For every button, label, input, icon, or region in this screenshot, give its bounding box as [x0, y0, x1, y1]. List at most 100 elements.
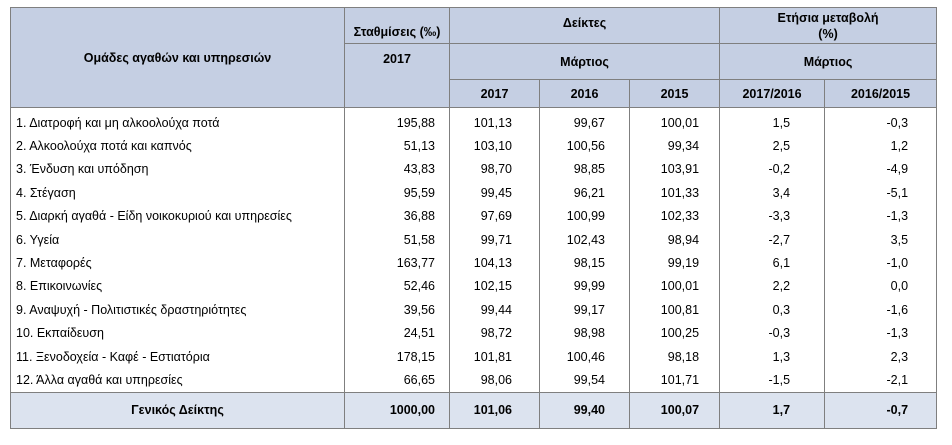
change-2016-2015-cell: -2,1	[824, 368, 938, 393]
index-2017-cell: 98,72	[449, 321, 540, 345]
change-2017-2016-cell: -1,5	[719, 368, 826, 393]
groups-header: Ομάδες αγαθών και υπηρεσιών	[10, 7, 345, 108]
index-2016-cell: 98,85	[539, 157, 630, 182]
table-row: 8. Επικοινωνίες 52,46 102,15 99,99 100,01 2,2…	[10, 274, 938, 299]
table-row: 7. Μεταφορές 163,77 104,13 98,15 99,19 6,1 -1,…	[10, 251, 938, 275]
index-2016-cell: 99,67	[539, 107, 630, 135]
index-2015-cell: 98,18	[628, 344, 721, 369]
change-2017-2016-cell: -2,7	[719, 227, 826, 252]
change-2017-2016-cell: -0,3	[719, 321, 826, 345]
table-row: 4. Στέγαση 95,59 99,45 96,21 101,33 3,4 -5,1	[10, 181, 938, 205]
weight-cell: 163,77	[344, 251, 450, 275]
index-2017-cell: 101,13	[449, 107, 540, 135]
total-index-2016-cell: 99,40	[539, 391, 630, 429]
indices-header: Δείκτες	[448, 7, 721, 44]
table-row: 9. Αναψυχή - Πολιτιστικές δραστηριότητες…	[10, 298, 938, 322]
index-2016-cell: 98,98	[539, 321, 630, 345]
col-header-2016: 2016	[539, 79, 630, 108]
weight-cell: 24,51	[344, 321, 450, 345]
change-2017-2016-cell: -0,2	[719, 157, 826, 182]
change-2016-2015-cell: -4,9	[824, 157, 938, 182]
change-2016-2015-cell: 2,3	[824, 344, 938, 369]
index-2015-cell: 98,94	[628, 227, 721, 252]
index-2016-cell: 100,46	[539, 344, 630, 369]
change-2016-2015-cell: -1,6	[824, 298, 938, 322]
group-name: 5. Διαρκή αγαθά - Είδη νοικοκυριού και υ…	[10, 204, 345, 228]
annual-change-label: Ετήσια μεταβολή (%)	[777, 11, 879, 41]
table-row: 2. Αλκοολούχα ποτά και καπνός 51,13 103,10…	[10, 134, 938, 158]
change-2016-2015-cell: 0,0	[824, 274, 938, 299]
weight-cell: 43,83	[344, 157, 450, 182]
group-name: 4. Στέγαση	[10, 181, 345, 205]
index-2017-cell: 98,70	[449, 157, 540, 182]
weight-cell: 36,88	[344, 204, 450, 228]
table-row: 1. Διατροφή και μη αλκοολούχα ποτά 195,88…	[10, 107, 938, 135]
index-2015-cell: 100,25	[628, 321, 721, 345]
total-change-2016-2015-cell: -0,7	[824, 391, 938, 429]
table-row: 3. Ένδυση και υπόδηση 43,83 98,70 98,85 103,…	[10, 157, 938, 182]
table-row: 6. Υγεία 51,58 99,71 102,43 98,94 -2,7 3,5	[10, 227, 938, 252]
group-name: 1. Διατροφή και μη αλκοολούχα ποτά	[10, 107, 345, 135]
index-2017-cell: 99,45	[449, 181, 540, 205]
table-row: 5. Διαρκή αγαθά - Είδη νοικοκυριού και υ…	[10, 204, 938, 228]
index-2016-cell: 102,43	[539, 227, 630, 252]
weight-cell: 95,59	[344, 181, 450, 205]
index-2016-cell: 99,54	[539, 368, 630, 393]
index-2017-cell: 104,13	[449, 251, 540, 275]
index-2015-cell: 101,71	[628, 368, 721, 393]
index-2017-cell: 101,81	[449, 344, 540, 369]
change-2016-2015-cell: -1,3	[824, 321, 938, 345]
col-header-2016-2015: 2016/2015	[824, 79, 938, 108]
col-header-2017-2016: 2017/2016	[719, 79, 826, 108]
index-2015-cell: 101,33	[628, 181, 721, 205]
total-change-2017-2016-cell: 1,7	[719, 391, 826, 429]
index-2015-cell: 100,01	[628, 274, 721, 299]
change-2017-2016-cell: -3,3	[719, 204, 826, 228]
annual-change-month: Μάρτιος	[719, 43, 938, 80]
change-2017-2016-cell: 1,3	[719, 344, 826, 369]
weights-header: Σταθμίσεις (‰)	[344, 7, 450, 44]
weight-cell: 178,15	[344, 344, 450, 369]
change-2017-2016-cell: 2,5	[719, 134, 826, 158]
change-2016-2015-cell: -5,1	[824, 181, 938, 205]
change-2016-2015-cell: -1,0	[824, 251, 938, 275]
index-2016-cell: 96,21	[539, 181, 630, 205]
group-name: 8. Επικοινωνίες	[10, 274, 345, 299]
index-2017-cell: 98,06	[449, 368, 540, 393]
weights-year: 2017	[344, 43, 450, 108]
col-header-2017: 2017	[449, 79, 540, 108]
index-2016-cell: 100,99	[539, 204, 630, 228]
table-row: 10. Εκπαίδευση 24,51 98,72 98,98 100,25 -0,3-…	[10, 321, 938, 345]
group-name: 9. Αναψυχή - Πολιτιστικές δραστηριότητες	[10, 298, 345, 322]
change-2017-2016-cell: 1,5	[719, 107, 826, 135]
change-2017-2016-cell: 3,4	[719, 181, 826, 205]
table-row: 11. Ξενοδοχεία - Καφέ - Εστιατόρια 178,15…	[10, 344, 938, 369]
total-weight-cell: 1000,00	[344, 391, 450, 429]
index-2016-cell: 100,56	[539, 134, 630, 158]
index-2017-cell: 97,69	[449, 204, 540, 228]
group-name: 6. Υγεία	[10, 227, 345, 252]
change-2017-2016-cell: 6,1	[719, 251, 826, 275]
total-index-2017-cell: 101,06	[449, 391, 540, 429]
change-2016-2015-cell: -0,3	[824, 107, 938, 135]
group-name: 2. Αλκοολούχα ποτά και καπνός	[10, 134, 345, 158]
group-name: 12. Άλλα αγαθά και υπηρεσίες	[10, 368, 345, 393]
change-2016-2015-cell: 1,2	[824, 134, 938, 158]
index-2017-cell: 99,71	[449, 227, 540, 252]
group-name: 10. Εκπαίδευση	[10, 321, 345, 345]
index-2017-cell: 99,44	[449, 298, 540, 322]
indices-month: Μάρτιος	[448, 43, 721, 80]
cpi-table: Ομάδες αγαθών και υπηρεσιών Σταθμίσεις (…	[10, 7, 938, 429]
index-2015-cell: 100,01	[628, 107, 721, 135]
group-name: 7. Μεταφορές	[10, 251, 345, 275]
weight-cell: 66,65	[344, 368, 450, 393]
index-2015-cell: 99,34	[628, 134, 721, 158]
group-name: 11. Ξενοδοχεία - Καφέ - Εστιατόρια	[10, 344, 345, 369]
total-row: Γενικός Δείκτης 1000,00 101,06 99,40 100,07 1…	[10, 391, 938, 429]
weight-cell: 52,46	[344, 274, 450, 299]
index-2015-cell: 103,91	[628, 157, 721, 182]
weight-cell: 39,56	[344, 298, 450, 322]
index-2016-cell: 98,15	[539, 251, 630, 275]
total-group-name: Γενικός Δείκτης	[10, 391, 345, 429]
index-2017-cell: 102,15	[449, 274, 540, 299]
